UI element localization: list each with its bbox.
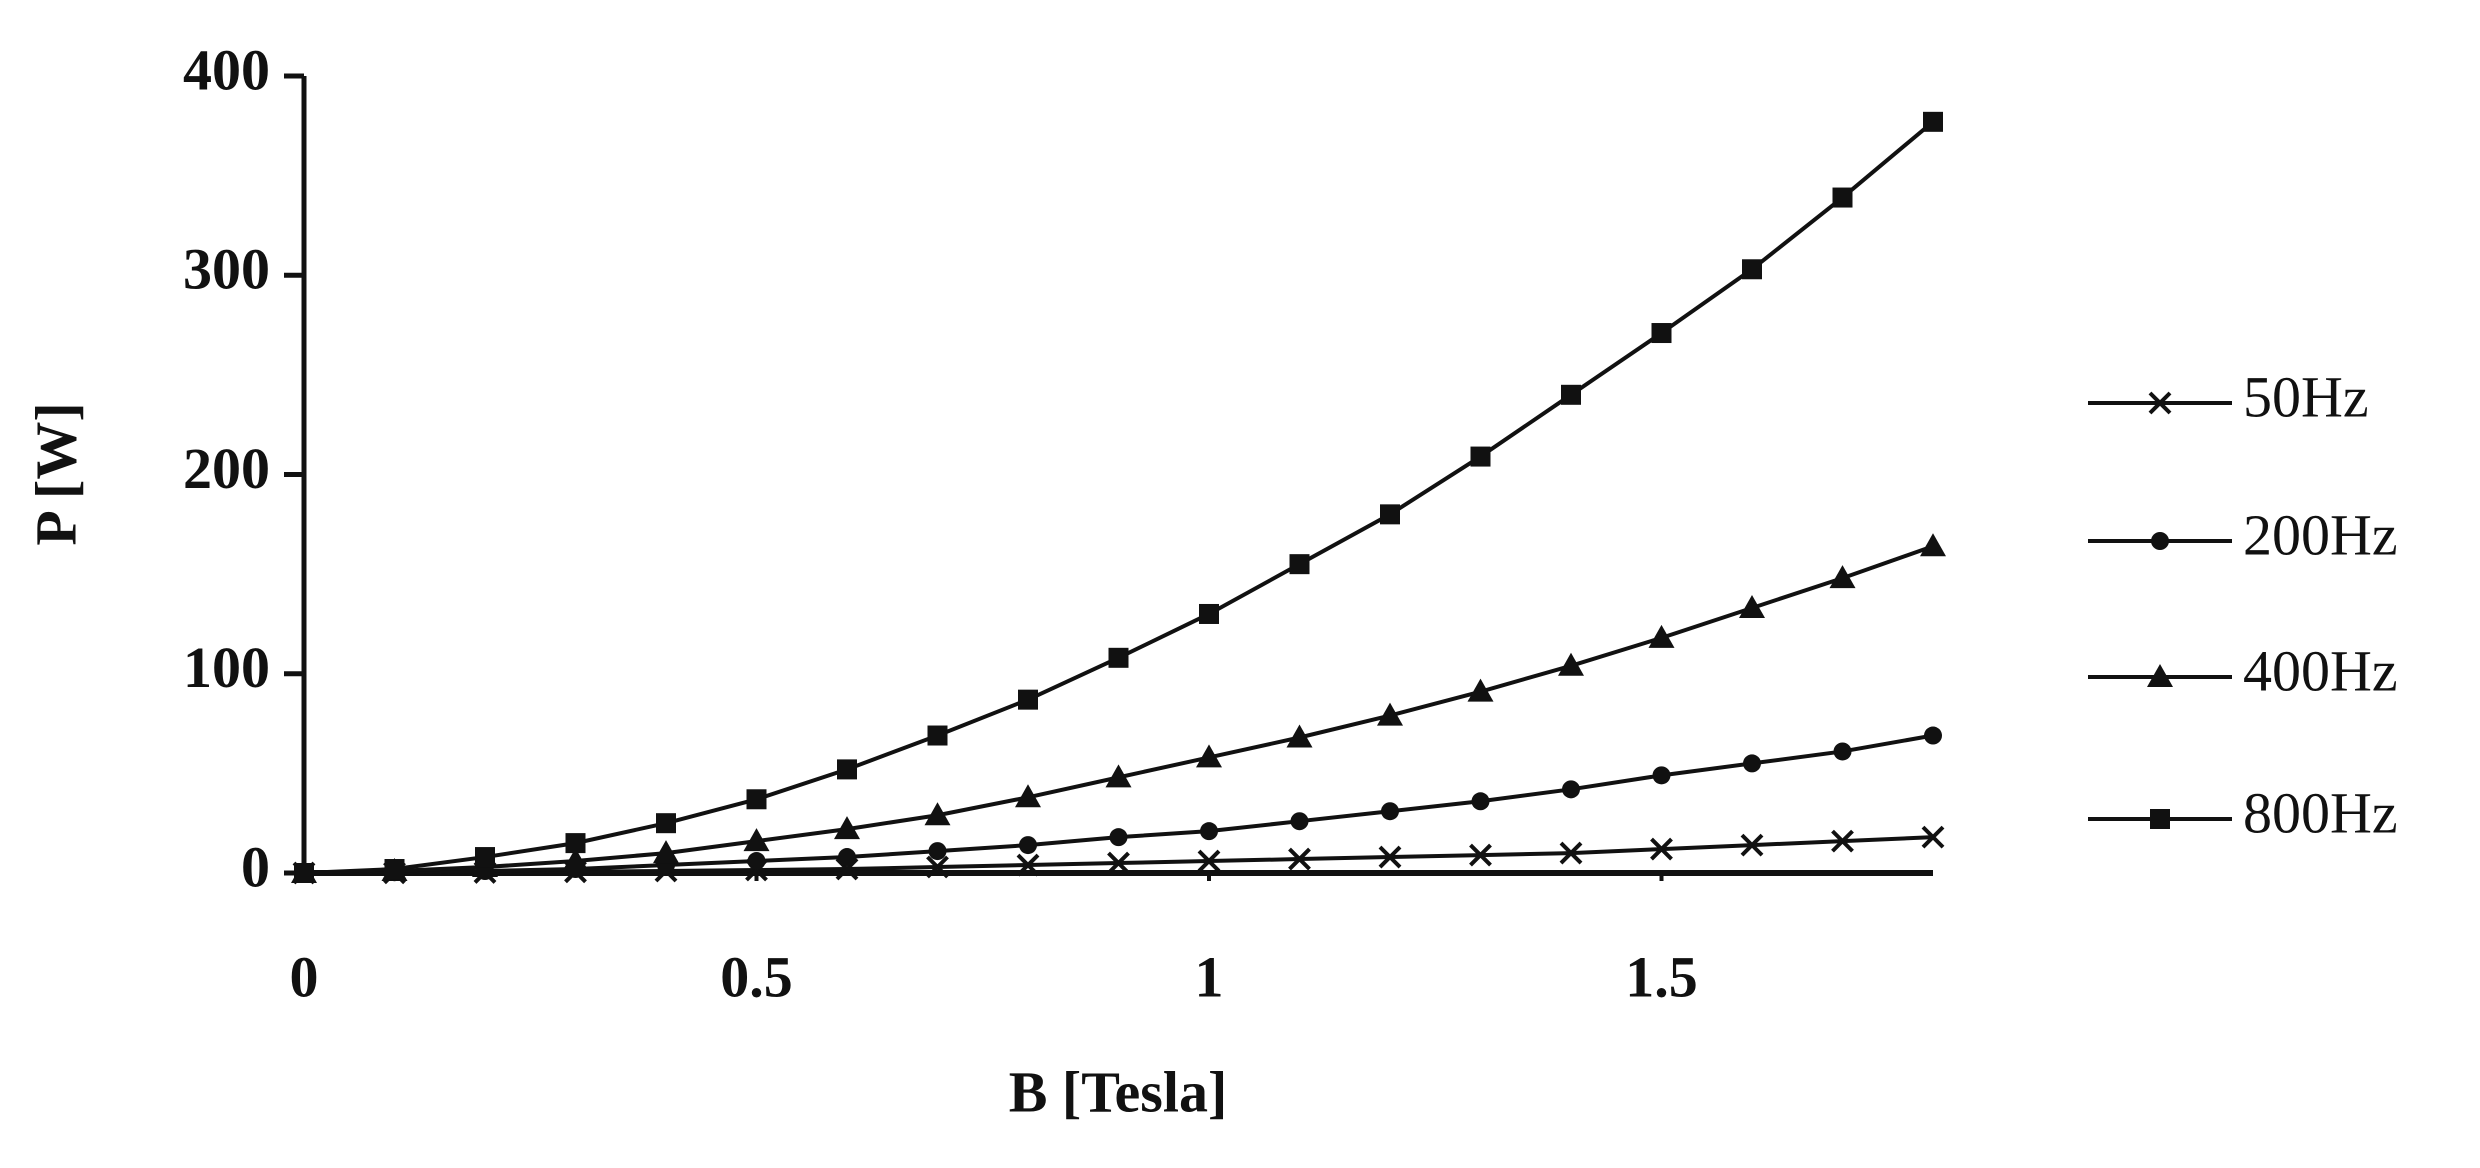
marker [1019, 836, 1037, 855]
legend-marker [2147, 664, 2173, 687]
y-tick-label: 200 [183, 436, 270, 501]
marker [384, 859, 405, 880]
marker [746, 789, 767, 810]
marker [1921, 825, 1945, 849]
marker [1469, 843, 1492, 867]
legend-marker [2150, 809, 2170, 829]
marker [1924, 726, 1942, 745]
marker [1015, 784, 1041, 808]
marker [927, 725, 948, 746]
marker [1380, 504, 1400, 525]
marker [656, 813, 676, 834]
marker [747, 852, 766, 871]
marker [1652, 766, 1671, 785]
marker [1920, 533, 1946, 557]
marker [1562, 780, 1580, 799]
x-tick-label: 1.5 [1625, 944, 1698, 1009]
y-tick-label: 300 [183, 237, 270, 302]
marker [1286, 724, 1313, 748]
marker [1105, 764, 1132, 788]
marker [1831, 829, 1854, 853]
marker [653, 840, 679, 864]
marker [1016, 853, 1040, 877]
marker [1742, 259, 1762, 280]
marker [1199, 603, 1219, 624]
marker [1197, 849, 1221, 873]
x-tick-label: 0.5 [720, 944, 793, 1009]
marker [1018, 689, 1038, 710]
marker [837, 759, 857, 780]
marker [294, 863, 314, 883]
marker [928, 842, 947, 861]
marker [1107, 851, 1130, 875]
marker [1648, 624, 1675, 648]
legend-label: 800Hz [2243, 780, 2398, 845]
marker [1833, 742, 1852, 761]
marker [1471, 792, 1490, 811]
marker [924, 802, 951, 826]
marker [743, 828, 770, 852]
marker [1651, 323, 1672, 344]
marker [1109, 828, 1128, 847]
y-tick-label: 400 [183, 37, 270, 102]
marker [565, 833, 586, 854]
y-axis-title: P [W] [23, 402, 88, 545]
marker [838, 848, 856, 867]
legend-marker [2148, 391, 2172, 415]
marker [1832, 187, 1853, 208]
marker [926, 855, 949, 879]
series-line [303, 120, 1935, 875]
marker [1829, 565, 1856, 589]
marker [1289, 554, 1310, 575]
marker [834, 816, 860, 840]
legend-label: 200Hz [2243, 502, 2398, 567]
marker [1378, 845, 1402, 869]
x-tick-label: 1 [1195, 944, 1224, 1009]
marker [1290, 812, 1309, 831]
marker [562, 848, 589, 872]
marker [475, 847, 495, 868]
legend-label: 400Hz [2243, 638, 2398, 703]
y-tick-label: 100 [183, 635, 270, 700]
marker [1739, 594, 1765, 618]
marker [1381, 802, 1399, 821]
marker [1561, 384, 1581, 405]
marker [1196, 744, 1222, 768]
legend-label: 50Hz [2243, 364, 2369, 429]
marker [1740, 833, 1764, 857]
marker [1559, 841, 1583, 865]
x-tick-label: 0 [290, 944, 319, 1009]
series-line [303, 544, 1934, 875]
marker [1377, 702, 1403, 726]
marker [1743, 754, 1761, 773]
marker [1288, 847, 1311, 871]
marker [1923, 111, 1943, 132]
series-line [303, 733, 1934, 875]
marker [1467, 678, 1494, 702]
x-axis-title: B [Tesla] [1009, 1059, 1228, 1124]
marker [1558, 652, 1584, 676]
y-tick-label: 0 [241, 834, 270, 899]
legend-marker [2151, 532, 2169, 550]
marker [1200, 822, 1218, 841]
marker [1650, 837, 1673, 861]
marker [1470, 446, 1491, 467]
marker [1108, 647, 1129, 668]
